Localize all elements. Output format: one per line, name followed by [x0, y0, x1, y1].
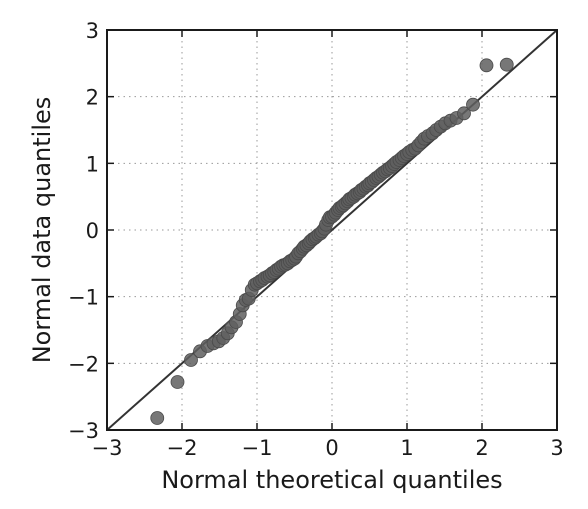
y-tick-label: 0	[86, 219, 99, 243]
reference-line	[106, 29, 558, 431]
x-tick-label: 2	[475, 436, 488, 460]
data-point	[184, 353, 198, 367]
y-tick-label: −2	[68, 352, 99, 376]
data-point	[150, 411, 165, 425]
x-tick-label: 3	[550, 436, 563, 460]
data-points	[150, 57, 514, 425]
axis-ticks: −3 −2 −1 0 1 2 3 −3 −2 −1 0 1 2 3	[68, 19, 564, 460]
data-point	[457, 106, 471, 121]
data-point	[466, 97, 480, 112]
data-point	[170, 375, 185, 389]
y-tick-label: 1	[86, 152, 99, 176]
y-tick-label: 2	[86, 86, 99, 110]
data-point	[499, 57, 514, 72]
x-tick-label: −1	[242, 436, 273, 460]
y-axis-label: Normal data quantiles	[28, 97, 56, 364]
y-tick-label: −1	[68, 286, 99, 310]
x-tick-label: −3	[92, 436, 123, 460]
y-tick-label: −3	[68, 419, 99, 443]
data-point	[479, 58, 494, 73]
y-tick-label: 3	[86, 19, 99, 43]
reference-line-group	[106, 29, 558, 431]
x-tick-label: −2	[167, 436, 198, 460]
x-tick-label: 0	[325, 436, 338, 460]
x-axis-label: Normal theoretical quantiles	[161, 466, 502, 494]
x-tick-label: 1	[400, 436, 413, 460]
